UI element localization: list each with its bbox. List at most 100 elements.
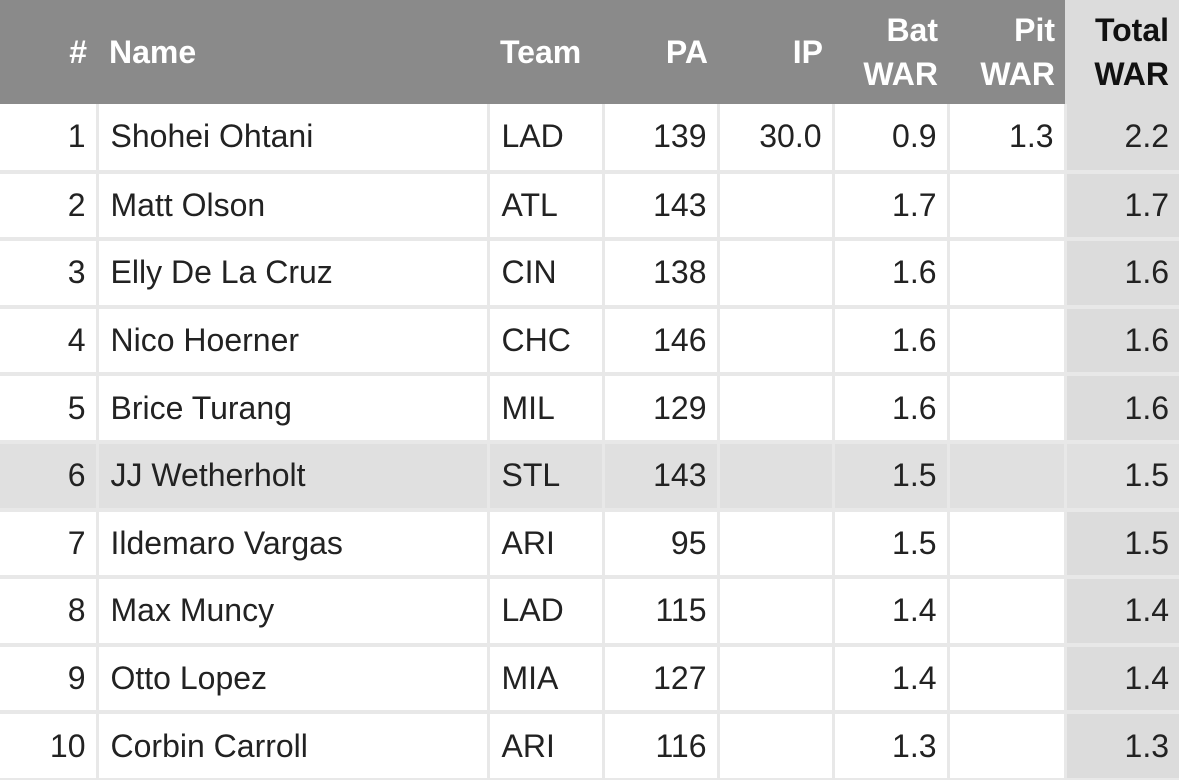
table-cell: 1.6 bbox=[1065, 306, 1179, 377]
table-cell: MIA bbox=[488, 644, 605, 715]
player-row: 9 Otto Lopez MIA 127 1.4 1.4 bbox=[0, 644, 1179, 715]
table-cell bbox=[718, 441, 835, 512]
table-cell bbox=[718, 239, 835, 309]
table-cell: 4 bbox=[0, 306, 99, 377]
table-cell: 95 bbox=[603, 509, 720, 580]
header-row: # Name Team PA IP Bat WAR Pit WAR Total WAR bbox=[0, 0, 1179, 104]
table-cell: 30.0 bbox=[718, 104, 835, 174]
column-header[interactable]: Bat WAR bbox=[833, 0, 948, 104]
table-cell: 1.5 bbox=[1065, 509, 1179, 580]
table-cell: 1 bbox=[0, 104, 99, 174]
table-cell: 1.6 bbox=[1065, 374, 1179, 444]
table-cell bbox=[948, 239, 1067, 309]
table-cell: 1.3 bbox=[833, 712, 950, 780]
table-cell bbox=[948, 441, 1067, 512]
table-cell: LAD bbox=[488, 104, 605, 174]
table-cell: 1.4 bbox=[1065, 577, 1179, 647]
table-cell: 1.6 bbox=[833, 306, 950, 377]
column-header[interactable]: Total WAR bbox=[1065, 0, 1179, 104]
table-cell: JJ Wetherholt bbox=[97, 441, 490, 512]
table-cell bbox=[718, 644, 835, 715]
player-row: 7 Ildemaro Vargas ARI 95 1.5 1.5 bbox=[0, 509, 1179, 580]
table-cell: 143 bbox=[603, 441, 720, 512]
table-cell: 1.5 bbox=[833, 441, 950, 512]
table-cell: Max Muncy bbox=[97, 577, 490, 647]
player-row: 10 Corbin Carroll ARI 116 1.3 1.3 bbox=[0, 712, 1179, 780]
table-cell: 1.5 bbox=[1065, 441, 1179, 512]
table-cell bbox=[718, 306, 835, 377]
table-cell bbox=[948, 644, 1067, 715]
table-cell: 1.6 bbox=[1065, 239, 1179, 309]
table-cell bbox=[948, 374, 1067, 444]
player-row: 5 Brice Turang MIL 129 1.6 1.6 bbox=[0, 374, 1179, 444]
table-cell: 3 bbox=[0, 239, 99, 309]
table-cell: 1.3 bbox=[1065, 712, 1179, 780]
table-cell: 116 bbox=[603, 712, 720, 780]
table-cell: 1.7 bbox=[1065, 171, 1179, 242]
table-cell: 5 bbox=[0, 374, 99, 444]
table-cell: 1.4 bbox=[833, 644, 950, 715]
table-cell: Ildemaro Vargas bbox=[97, 509, 490, 580]
table-cell bbox=[718, 374, 835, 444]
table-cell: 129 bbox=[603, 374, 720, 444]
player-row: 6 JJ Wetherholt STL 143 1.5 1.5 bbox=[0, 441, 1179, 512]
table-cell: Shohei Ohtani bbox=[97, 104, 490, 174]
table-cell: MIL bbox=[488, 374, 605, 444]
table-cell: CIN bbox=[488, 239, 605, 309]
table-cell: CHC bbox=[488, 306, 605, 377]
table-cell: LAD bbox=[488, 577, 605, 647]
table-cell: 1.3 bbox=[948, 104, 1067, 174]
table-cell: 1.5 bbox=[833, 509, 950, 580]
table-cell: ATL bbox=[488, 171, 605, 242]
column-header[interactable]: Name bbox=[97, 0, 488, 104]
table-cell: 139 bbox=[603, 104, 720, 174]
table-cell bbox=[948, 171, 1067, 242]
table-cell: ARI bbox=[488, 712, 605, 780]
table-cell: 0.9 bbox=[833, 104, 950, 174]
table-cell bbox=[718, 712, 835, 780]
column-header[interactable]: Pit WAR bbox=[948, 0, 1065, 104]
player-row: 3 Elly De La Cruz CIN 138 1.6 1.6 bbox=[0, 239, 1179, 309]
table-cell bbox=[718, 577, 835, 647]
table-cell: Nico Hoerner bbox=[97, 306, 490, 377]
table-cell: STL bbox=[488, 441, 605, 512]
table-cell bbox=[718, 509, 835, 580]
table-cell bbox=[948, 306, 1067, 377]
table-cell: ARI bbox=[488, 509, 605, 580]
player-row: 2 Matt Olson ATL 143 1.7 1.7 bbox=[0, 171, 1179, 242]
table-cell: 1.6 bbox=[833, 374, 950, 444]
table-cell: 2 bbox=[0, 171, 99, 242]
column-header[interactable]: # bbox=[0, 0, 97, 104]
table-cell: 7 bbox=[0, 509, 99, 580]
table-cell: 143 bbox=[603, 171, 720, 242]
table-cell bbox=[948, 509, 1067, 580]
table-cell: 1.7 bbox=[833, 171, 950, 242]
column-header[interactable]: Team bbox=[488, 0, 603, 104]
player-row: 4 Nico Hoerner CHC 146 1.6 1.6 bbox=[0, 306, 1179, 377]
table-cell: Elly De La Cruz bbox=[97, 239, 490, 309]
table-cell bbox=[948, 577, 1067, 647]
table-cell: 6 bbox=[0, 441, 99, 512]
table-cell: 9 bbox=[0, 644, 99, 715]
table-cell bbox=[718, 171, 835, 242]
column-header[interactable]: IP bbox=[718, 0, 833, 104]
table-body: 1 Shohei Ohtani LAD 139 30.0 0.9 1.3 2.2 2 Matt O… bbox=[0, 104, 1179, 780]
table-cell: 1.4 bbox=[833, 577, 950, 647]
table-cell bbox=[948, 712, 1067, 780]
table-cell: Brice Turang bbox=[97, 374, 490, 444]
table-cell: 115 bbox=[603, 577, 720, 647]
table-cell: 1.6 bbox=[833, 239, 950, 309]
column-header[interactable]: PA bbox=[603, 0, 718, 104]
table-cell: Matt Olson bbox=[97, 171, 490, 242]
table-cell: Otto Lopez bbox=[97, 644, 490, 715]
table-cell: 8 bbox=[0, 577, 99, 647]
table-cell: 1.4 bbox=[1065, 644, 1179, 715]
table-cell: 10 bbox=[0, 712, 99, 780]
player-row: 1 Shohei Ohtani LAD 139 30.0 0.9 1.3 2.2 bbox=[0, 104, 1179, 174]
table-cell: 127 bbox=[603, 644, 720, 715]
table-cell: 138 bbox=[603, 239, 720, 309]
table-cell: 2.2 bbox=[1065, 104, 1179, 174]
table-cell: 146 bbox=[603, 306, 720, 377]
